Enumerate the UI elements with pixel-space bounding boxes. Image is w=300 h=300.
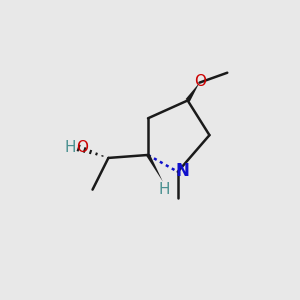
Text: N: N bbox=[176, 162, 190, 180]
Text: H: H bbox=[64, 140, 76, 154]
Polygon shape bbox=[146, 154, 163, 182]
Text: O: O bbox=[76, 140, 88, 154]
Polygon shape bbox=[186, 82, 200, 102]
Text: O: O bbox=[194, 74, 206, 89]
Text: H: H bbox=[158, 182, 169, 197]
